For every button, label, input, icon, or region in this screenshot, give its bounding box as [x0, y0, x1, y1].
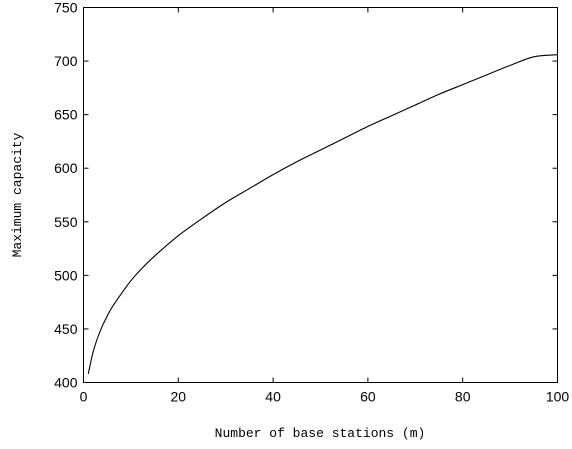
y-tick-label: 600 [54, 160, 78, 176]
y-axis-title: Maximum capacity [10, 132, 25, 257]
x-tick-label: 0 [80, 389, 88, 405]
x-tick-label: 80 [455, 389, 471, 405]
plot-frame [83, 7, 558, 383]
axis-ticks [83, 7, 558, 383]
x-tick-labels: 0 20 40 60 80 100 [80, 389, 570, 405]
y-tick-label: 700 [54, 53, 78, 69]
x-tick-label: 20 [171, 389, 187, 405]
y-tick-label: 750 [54, 0, 78, 16]
capacity-line [87, 54, 558, 375]
series-group [87, 54, 558, 375]
x-axis-title: Number of base stations (m) [215, 426, 426, 441]
x-tick-label: 100 [546, 389, 570, 405]
y-tick-label: 400 [54, 375, 78, 391]
y-tick-label: 450 [54, 321, 78, 337]
x-tick-label: 40 [265, 389, 281, 405]
y-tick-labels: 400 450 500 550 600 650 700 750 [54, 0, 78, 391]
y-tick-label: 550 [54, 214, 78, 230]
y-tick-label: 650 [54, 107, 78, 123]
y-tick-label: 500 [54, 267, 78, 283]
x-tick-label: 60 [360, 389, 376, 405]
